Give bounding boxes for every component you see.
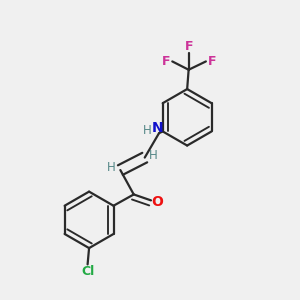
Text: Cl: Cl bbox=[81, 265, 94, 278]
Text: O: O bbox=[152, 195, 164, 209]
Text: F: F bbox=[208, 55, 217, 68]
Text: F: F bbox=[184, 40, 193, 53]
Text: N: N bbox=[152, 121, 163, 135]
Text: H: H bbox=[107, 161, 116, 174]
Text: H: H bbox=[143, 124, 152, 137]
Text: F: F bbox=[161, 55, 170, 68]
Text: H: H bbox=[149, 149, 158, 162]
